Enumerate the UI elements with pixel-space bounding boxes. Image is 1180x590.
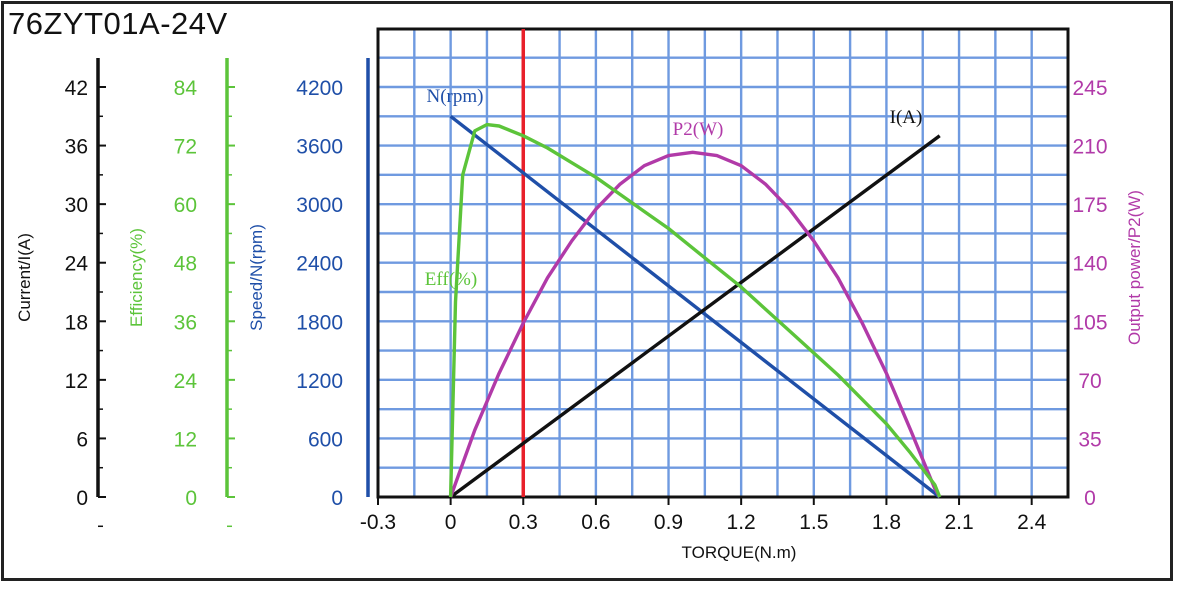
x-tick-label: 0.3 <box>509 511 538 534</box>
series-line-ia <box>449 134 941 499</box>
x-tick-label: 1.5 <box>799 511 828 534</box>
series-label-ia: I(A) <box>890 107 923 128</box>
series-line-nrpm <box>449 114 941 499</box>
current-axis-title: Current/I(A) <box>15 233 34 322</box>
current-tick-label: 36 <box>65 136 88 159</box>
current-tick-label: 24 <box>65 253 89 276</box>
efficiency-tick-label: 60 <box>174 194 197 217</box>
current-tick-label: 12 <box>65 370 88 393</box>
speed-tick-label: 0 <box>331 487 343 510</box>
series-label-eff: Eff(%) <box>425 269 477 290</box>
power-axis-title: Output power/P2(W) <box>1125 190 1144 345</box>
x-tick-label: 1.2 <box>727 511 756 534</box>
power-tick-label: 105 <box>1072 311 1107 334</box>
efficiency-tick-label: 0 <box>185 487 197 510</box>
power-tick-label: 140 <box>1072 253 1107 276</box>
x-axis-label: TORQUE(N.m) <box>682 543 797 562</box>
efficiency-tick-label: 48 <box>174 253 197 276</box>
power-tick-label: 245 <box>1072 77 1107 100</box>
current-tick-label: 0 <box>76 487 88 510</box>
speed-tick-label: 600 <box>308 428 343 451</box>
series-line-eff <box>448 122 942 498</box>
current-tick-label: 30 <box>65 194 88 217</box>
current-tick-label: 42 <box>65 77 88 100</box>
x-tick-label: 1.8 <box>872 511 901 534</box>
plot-border <box>376 27 1070 499</box>
speed-tick-label: 1200 <box>296 370 343 393</box>
power-tick-label: 175 <box>1072 194 1107 217</box>
series-line-p2w <box>449 150 942 498</box>
series-label-nrpm: N(rpm) <box>427 86 484 107</box>
x-tick-label: 2.4 <box>1017 511 1047 534</box>
efficiency-tick-label: 72 <box>174 136 197 159</box>
power-tick-label: 0 <box>1084 487 1096 510</box>
x-tick-label: 0.9 <box>654 511 683 534</box>
efficiency-tick-label: 36 <box>174 311 197 334</box>
speed-axis-title: Speed/N(rpm) <box>247 224 266 331</box>
speed-tick-label: 4200 <box>296 77 343 100</box>
efficiency-tick-label: 24 <box>174 370 198 393</box>
power-tick-label: 210 <box>1072 136 1107 159</box>
speed-tick-label: 3000 <box>296 194 343 217</box>
x-tick-label: 2.1 <box>944 511 973 534</box>
x-tick-label: 0.6 <box>581 511 610 534</box>
speed-tick-label: 3600 <box>296 136 343 159</box>
current-tick-label: 18 <box>65 311 88 334</box>
speed-tick-label: 2400 <box>296 253 343 276</box>
speed-tick-label: 1800 <box>296 311 343 334</box>
power-tick-label: 35 <box>1078 428 1101 451</box>
power-tick-label: 70 <box>1078 370 1101 393</box>
model-title: 76ZYT01A-24V <box>8 6 228 41</box>
current-tick-label: 6 <box>76 428 88 451</box>
series-label-p2w: P2(W) <box>673 119 724 140</box>
efficiency-axis-title: Efficiency(%) <box>127 228 146 327</box>
efficiency-tick-label: 12 <box>174 428 197 451</box>
efficiency-tick-label: 84 <box>174 77 198 100</box>
x-tick-label: -0.3 <box>360 511 396 534</box>
x-tick-label: 0 <box>445 511 457 534</box>
